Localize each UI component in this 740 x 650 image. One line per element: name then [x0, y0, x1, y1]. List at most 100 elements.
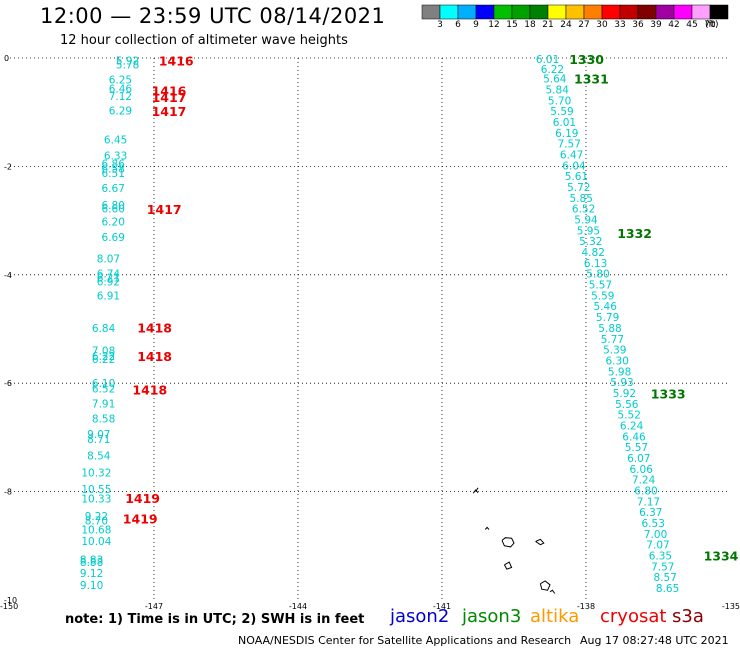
wave-height-label: 6.30 [606, 355, 629, 367]
pass-time-label: 1333 [651, 386, 686, 401]
pass-time-label: 1330 [569, 52, 604, 67]
wave-height-label: 8.07 [97, 254, 120, 266]
wave-height-label: 6.74 [97, 269, 121, 281]
land-outline [475, 487, 479, 492]
wave-height-label: 6.01 [553, 117, 576, 129]
wave-height-label: 5.92 [613, 388, 636, 400]
color-scale-tick: 36 [632, 20, 644, 30]
wave-height-label: 7.07 [646, 540, 669, 552]
wave-height-label: 5.78 [116, 60, 139, 72]
wave-height-label: 6.25 [109, 75, 132, 87]
wave-height-label: 5.46 [594, 301, 618, 313]
wave-height-label: 5.98 [608, 366, 631, 378]
y-tick-label: -6 [4, 379, 12, 388]
wave-height-label: 10.04 [81, 536, 111, 548]
wave-height-label: 5.95 [577, 225, 600, 237]
legend-jason2: jason2 [390, 606, 450, 627]
pass-time-label: 1419 [123, 512, 158, 527]
legend-cryosat: cryosat [600, 606, 667, 627]
color-scale-tick: 3 [437, 20, 443, 30]
wave-height-label: 6.35 [649, 551, 672, 563]
pass-time-label: 1417 [152, 104, 187, 119]
wave-height-label: 6.24 [620, 420, 644, 432]
wave-height-label: 8.83 [80, 554, 103, 566]
wave-height-label: 6.45 [104, 134, 127, 146]
wave-height-label: 5.57 [589, 280, 612, 292]
legend-jason3: jason3 [462, 606, 522, 627]
pass-time-label: 1416 [159, 54, 194, 69]
pass-time-label: 1419 [125, 491, 160, 506]
wave-height-label: 5.59 [591, 290, 614, 302]
wave-height-label: 9.10 [80, 580, 103, 592]
color-scale-tick: 21 [542, 20, 554, 30]
wave-height-label: 5.52 [618, 410, 641, 422]
wave-height-label: 8.65 [656, 583, 679, 595]
x-tick-label: -144 [289, 602, 307, 610]
x-tick-label: -141 [433, 602, 451, 610]
wave-height-label: 6.22 [541, 64, 564, 76]
wave-height-label: 6.22 [92, 351, 115, 363]
wave-height-label: 6.67 [102, 183, 125, 195]
wave-height-label: 7.91 [92, 398, 115, 410]
y-tick-label: -10 [4, 596, 17, 605]
wave-height-label: 7.08 [92, 346, 115, 358]
wave-height-label: 7.00 [644, 529, 667, 541]
wave-height-label: 6.20 [102, 217, 125, 229]
color-scale-tick: 42 [668, 20, 680, 30]
wave-height-label: 6.33 [104, 151, 127, 163]
wave-height-label: 8.70 [85, 515, 108, 527]
color-scale-tick: 30 [596, 20, 608, 30]
wave-height-label: 9.12 [80, 568, 103, 580]
legend-s3a: s3a [672, 606, 704, 627]
pass-time-label: 1334 [704, 549, 739, 564]
wave-height-label: 5.85 [570, 193, 593, 205]
legend-altika: altika [530, 606, 580, 627]
wave-height-label: 5.77 [601, 334, 624, 346]
wave-height-label: 6.53 [642, 518, 665, 530]
x-tick-label: -147 [145, 602, 163, 610]
wave-height-label: 5.59 [550, 106, 573, 118]
wave-height-label: 8.58 [92, 413, 115, 425]
wave-height-label: 6.69 [102, 232, 125, 244]
wave-height-label: 7.57 [558, 139, 581, 151]
wave-height-label: 6.84 [92, 323, 116, 335]
color-scale-swatch [709, 4, 729, 20]
color-scale-tick: 27 [578, 20, 590, 30]
wave-height-label: 5.80 [586, 269, 609, 281]
pass-time-label: 1418 [132, 383, 167, 398]
generation-timestamp: Aug 17 08:27:48 UTC 2021 [580, 634, 729, 647]
wave-height-label: 6.04 [562, 160, 586, 172]
wave-height-label: 6.60 [102, 204, 125, 216]
credits-text: NOAA/NESDIS Center for Satellite Applica… [238, 634, 572, 647]
wave-height-label: 10.55 [81, 484, 111, 496]
wave-height-label: 6.80 [102, 200, 125, 212]
wave-height-label: 5.70 [548, 95, 571, 107]
wave-height-label: 7.57 [651, 561, 674, 573]
color-scale-tick: 9 [473, 20, 479, 30]
color-scale-tick: 45 [686, 20, 698, 30]
color-scale-tick: 70 [704, 20, 716, 30]
wave-height-label: 5.64 [543, 74, 567, 86]
wave-height-label: 7.12 [109, 91, 132, 103]
wave-height-label: 8.71 [87, 434, 110, 446]
wave-height-label: 5.61 [565, 171, 588, 183]
x-tick-label: -135 [722, 602, 740, 610]
pass-time-label: 1417 [152, 90, 187, 105]
wave-height-label: 6.86 [102, 159, 126, 171]
wave-height-label: 6.58 [102, 164, 125, 176]
land-outline [472, 489, 479, 494]
wave-height-label: 8.54 [87, 450, 111, 462]
wave-height-label: 5.72 [567, 182, 590, 194]
wave-height-label: 6.01 [536, 54, 559, 66]
color-scale-tick: 24 [560, 20, 572, 30]
wave-height-label: 5.84 [546, 84, 570, 96]
altimeter-map: 0 -2 -4 -6 -8 -10-150 -147 -144 -141 -138 -135 5.92… [0, 52, 740, 610]
wave-height-label: 6.46 [109, 83, 133, 95]
wave-height-label: 7.17 [637, 496, 660, 508]
color-scale-tick: 18 [524, 20, 536, 30]
wave-height-label: 9.22 [85, 511, 108, 523]
wave-height-label: 5.93 [610, 377, 633, 389]
wave-height-label: 5.88 [598, 323, 621, 335]
y-tick-label: -8 [4, 488, 12, 497]
wave-height-label: 5.32 [579, 236, 602, 248]
